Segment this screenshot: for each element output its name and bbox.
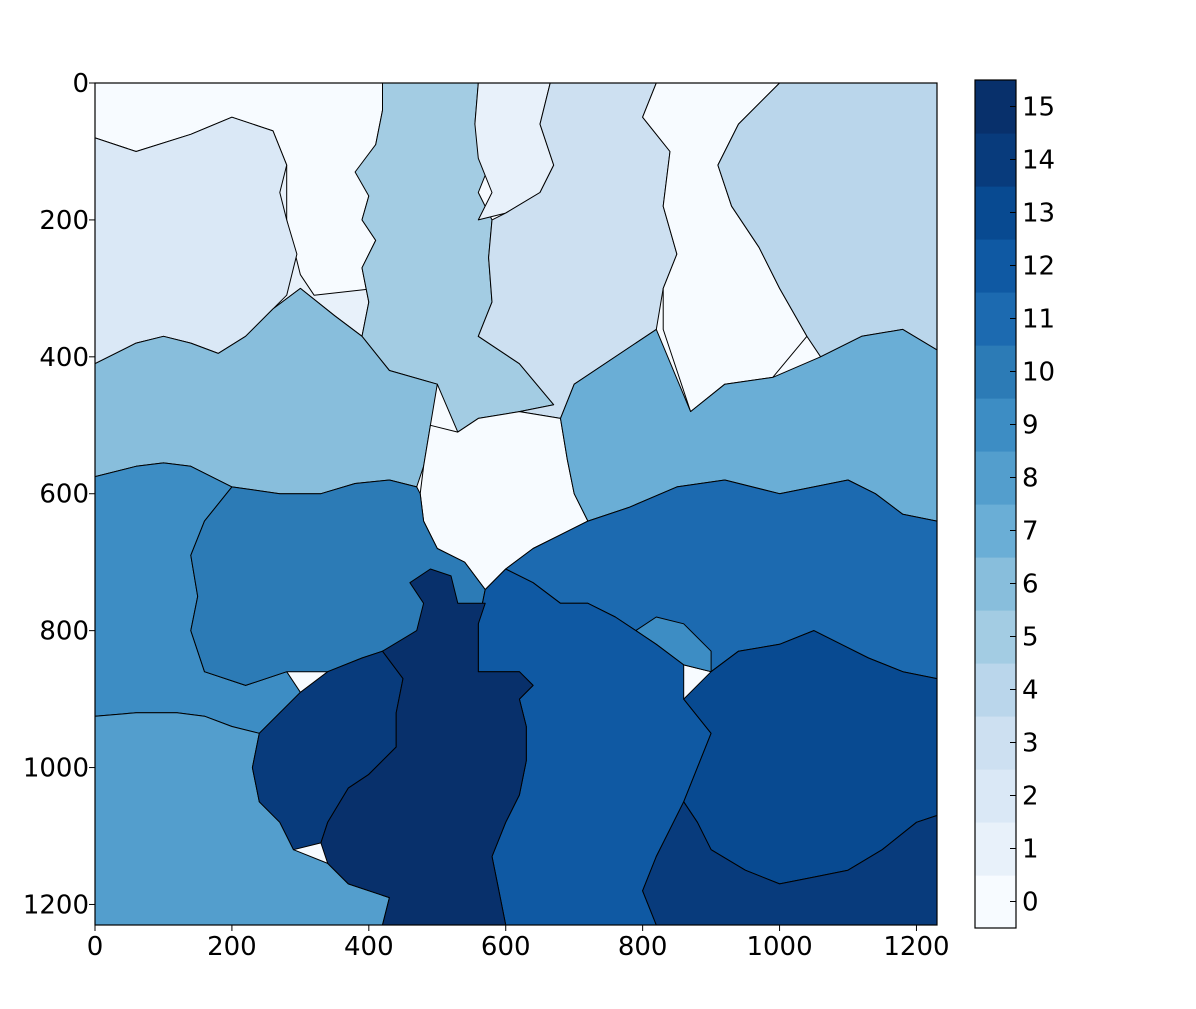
colorbar-tick-label: 4	[1022, 676, 1039, 706]
x-tick-label: 1200	[883, 932, 949, 962]
plot-frame	[94, 82, 938, 926]
x-tick-label: 800	[618, 932, 668, 962]
y-tick-label: 200	[39, 206, 89, 236]
x-tick-label: 600	[481, 932, 531, 962]
colorbar-swatch-8	[975, 451, 1016, 505]
colorbar-swatch-14	[975, 133, 1016, 187]
y-tick-label: 1000	[23, 754, 89, 784]
segment-regions	[95, 83, 937, 925]
colorbar-tick-label: 0	[1022, 888, 1039, 918]
colorbar-tick-label: 1	[1022, 835, 1039, 865]
colorbar-swatch-2	[975, 769, 1016, 823]
colorbar-swatch-0	[975, 875, 1016, 929]
y-tick-label: 400	[39, 343, 89, 373]
colorbar-tick-label: 14	[1022, 146, 1055, 176]
x-tick-label: 0	[87, 932, 104, 962]
colorbar-tick-label: 8	[1022, 464, 1039, 494]
colorbar-tick-label: 12	[1022, 252, 1055, 282]
colorbar-swatch-15	[975, 80, 1016, 134]
colorbar-swatch-9	[975, 398, 1016, 452]
colorbar-swatch-13	[975, 186, 1016, 240]
colorbar-tick-label: 2	[1022, 782, 1039, 812]
colorbar-frame	[974, 79, 1017, 929]
x-tick-label: 1000	[746, 932, 812, 962]
colorbar-swatch-3	[975, 716, 1016, 770]
colorbar-swatch-11	[975, 292, 1016, 346]
plot-area	[94, 82, 938, 926]
colorbar-swatch-6	[975, 557, 1016, 611]
colorbar-swatch-4	[975, 663, 1016, 717]
y-tick-label: 0	[72, 69, 89, 99]
segment-region-label-4	[717, 83, 937, 358]
colorbar-tick-label: 15	[1022, 93, 1055, 123]
colorbar-tick-label: 5	[1022, 623, 1039, 653]
segment-region-label-14	[642, 801, 937, 925]
x-tick-label: 400	[344, 932, 394, 962]
colorbar-swatch-12	[975, 239, 1016, 293]
colorbar-tick-label: 6	[1022, 570, 1039, 600]
colorbar-tick-label: 13	[1022, 199, 1055, 229]
y-tick-label: 600	[39, 480, 89, 510]
colorbar-tick-label: 7	[1022, 517, 1039, 547]
colorbar-tick-label: 11	[1022, 305, 1055, 335]
segment-region-label-15	[320, 568, 534, 925]
x-axis: 0 200 400 600 800 1000 1200	[87, 925, 950, 962]
colorbar-swatch-7	[975, 504, 1016, 558]
colorbar-swatch-10	[975, 345, 1016, 399]
colorbar-tick-label: 3	[1022, 729, 1039, 759]
y-tick-label: 1200	[23, 890, 89, 920]
y-tick-label: 800	[39, 617, 89, 647]
colorbar-tick-label: 9	[1022, 411, 1039, 441]
colorbar-tick-label: 10	[1022, 358, 1055, 388]
colorbar-swatch-5	[975, 610, 1016, 664]
colorbar-swatch-1	[975, 822, 1016, 876]
x-tick-label: 200	[207, 932, 257, 962]
y-axis: 0 200 400 600 800 1000 1200	[23, 69, 95, 920]
